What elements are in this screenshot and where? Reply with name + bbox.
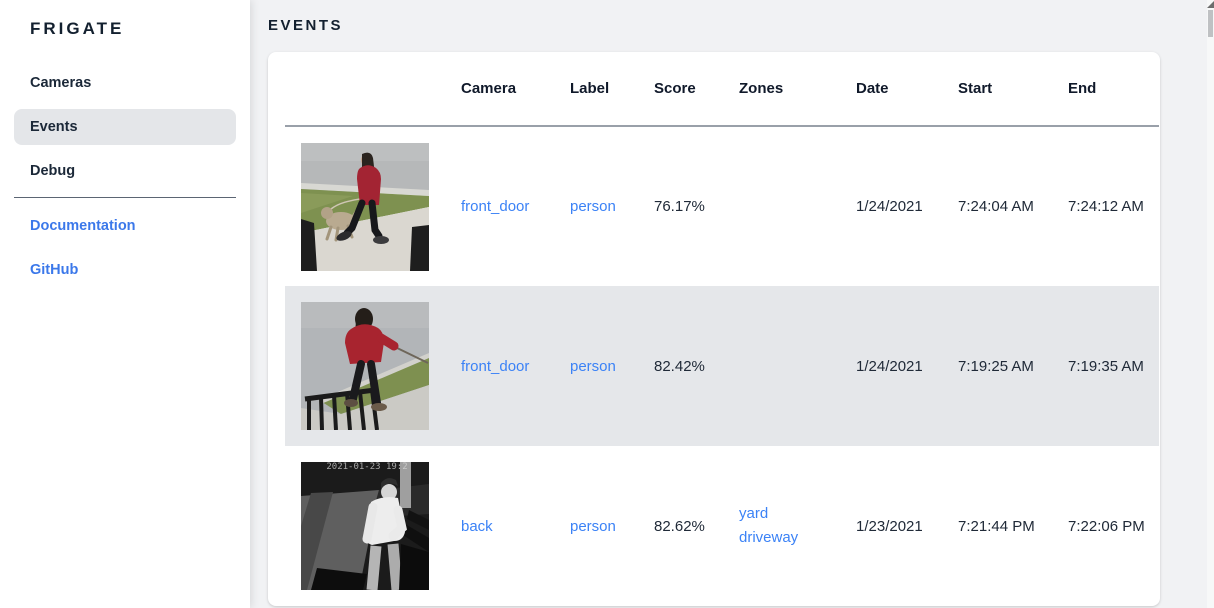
- sidebar-item-events[interactable]: Events: [14, 109, 236, 145]
- svg-text:2021-01-23 19:2: 2021-01-23 19:2: [326, 462, 407, 472]
- score-value: 76.17%: [654, 198, 705, 215]
- zone-link[interactable]: driveway: [739, 529, 799, 546]
- start-time-value: 7:24:04 AM: [958, 198, 1034, 215]
- end-time-value: 7:19:35 AM: [1068, 357, 1144, 375]
- column-header-start: Start: [958, 52, 1068, 127]
- label-link[interactable]: person: [570, 357, 616, 375]
- page-title: EVENTS: [268, 17, 344, 34]
- score-value: 82.42%: [654, 357, 705, 375]
- event-row[interactable]: front_door person 76.17% 1/24/2021 7:24:04 A…: [285, 126, 1159, 286]
- event-thumbnail-woman-red-coat-walking-dog[interactable]: [301, 142, 429, 271]
- label-link[interactable]: person: [570, 517, 616, 535]
- sidebar-link-github[interactable]: GitHub: [30, 262, 79, 278]
- app-title: FRIGATE: [30, 19, 125, 38]
- event-row[interactable]: front_door person 82.42% 1/24/2021 7:19:25 A…: [285, 286, 1159, 446]
- column-header-camera: Camera: [461, 52, 570, 127]
- column-header-end: End: [1068, 52, 1159, 127]
- column-header-zones: Zones: [739, 52, 856, 127]
- column-header-date: Date: [856, 52, 958, 127]
- camera-link[interactable]: front_door: [461, 198, 530, 215]
- date-value: 1/24/2021: [856, 198, 923, 215]
- score-value: 82.62%: [654, 517, 705, 535]
- events-card: Camera Label Score Zones Date Start End front_…: [268, 52, 1160, 606]
- zone-link[interactable]: yard: [739, 505, 769, 522]
- event-thumbnail-night-ir-person-white-shirt[interactable]: 2021-01-23 19:2: [301, 462, 429, 590]
- sidebar-item-debug[interactable]: Debug: [30, 163, 76, 179]
- start-time-value: 7:19:25 AM: [958, 357, 1034, 375]
- column-header-score: Score: [654, 52, 739, 127]
- start-time-value: 7:21:44 PM: [958, 517, 1035, 535]
- zones-cell: [739, 286, 856, 446]
- sidebar-divider: [14, 197, 236, 198]
- label-link[interactable]: person: [570, 198, 616, 215]
- camera-link[interactable]: front_door: [461, 357, 530, 375]
- sidebar: FRIGATE Cameras Events Debug Documentati…: [0, 0, 250, 608]
- column-header-label: Label: [570, 52, 654, 127]
- scrollbar-thumb[interactable]: [1208, 10, 1213, 37]
- event-thumbnail-woman-red-hoodie-with-leash[interactable]: [301, 302, 429, 430]
- events-table: Camera Label Score Zones Date Start End front_…: [285, 52, 1159, 606]
- zones-cell: yard driveway: [739, 446, 856, 606]
- event-row[interactable]: 2021-01-23 19:2 back person 82.62% yard driv…: [285, 446, 1159, 606]
- camera-link[interactable]: back: [461, 517, 493, 535]
- sidebar-link-documentation[interactable]: Documentation: [30, 218, 136, 234]
- date-value: 1/24/2021: [856, 357, 923, 375]
- table-header-row: Camera Label Score Zones Date Start End: [285, 52, 1159, 127]
- zones-cell: [739, 126, 856, 286]
- end-time-value: 7:22:06 PM: [1068, 517, 1145, 535]
- scrollbar-up-arrow-icon[interactable]: [1207, 1, 1214, 8]
- column-header-thumbnail: [285, 52, 461, 127]
- end-time-value: 7:24:12 AM: [1068, 198, 1144, 215]
- date-value: 1/23/2021: [856, 517, 923, 535]
- vertical-scrollbar[interactable]: [1207, 0, 1214, 608]
- sidebar-item-cameras[interactable]: Cameras: [30, 75, 92, 91]
- sidebar-nav: Cameras Events Debug Documentation GitHu…: [14, 65, 236, 296]
